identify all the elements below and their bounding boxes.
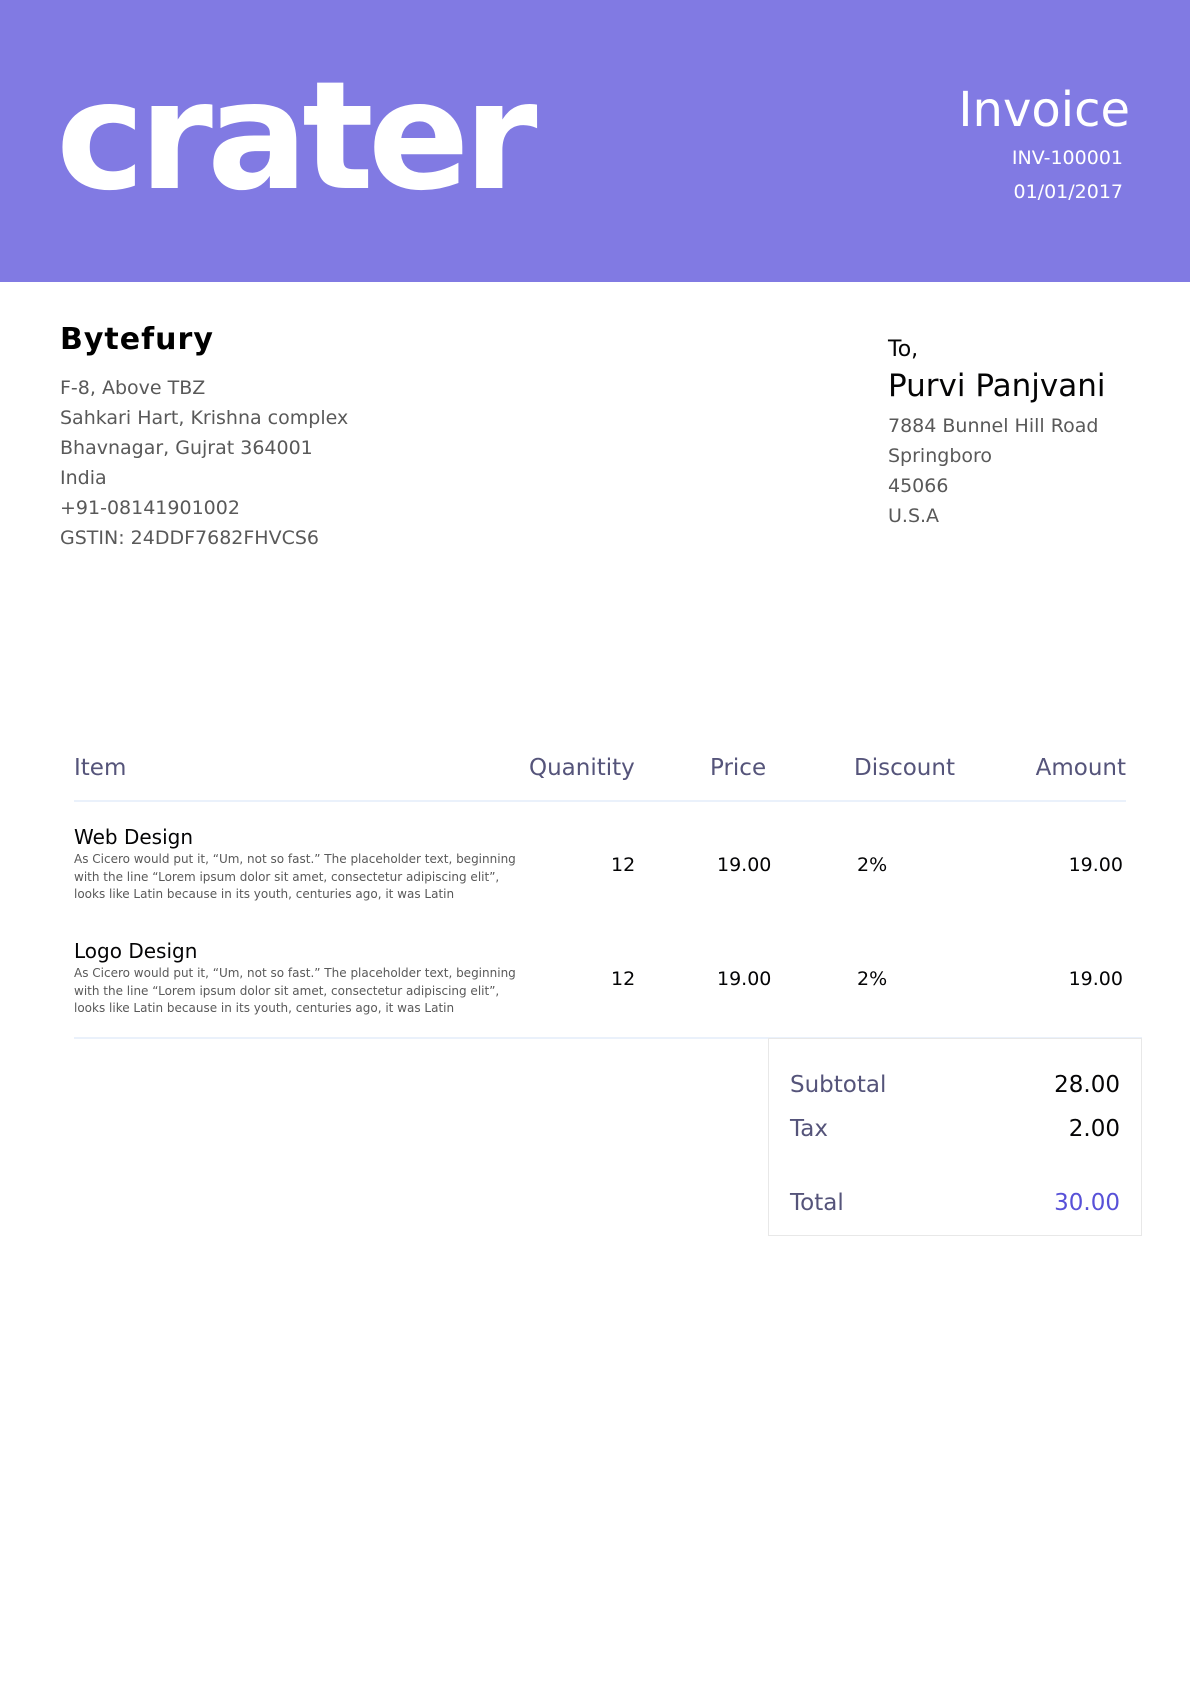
customer-address-line: U.S.A (888, 505, 940, 527)
item-name: Web Design (74, 825, 194, 849)
company-name: Bytefury (60, 322, 214, 357)
subtotal-label: Subtotal (790, 1072, 887, 1098)
invoice-title: Invoice (958, 82, 1130, 138)
totals-box (768, 1038, 1142, 1236)
tax-value: 2.00 (1068, 1116, 1120, 1142)
item-description: As Cicero would put it, “Um, not so fast… (74, 966, 516, 1015)
total-label: Total (790, 1190, 844, 1216)
invoice-header (0, 0, 1190, 282)
item-amount: 19.00 (1068, 968, 1123, 990)
invoice-date: 01/01/2017 (1013, 181, 1123, 203)
total-value: 30.00 (1054, 1190, 1120, 1216)
customer-name: Purvi Panjvani (888, 368, 1106, 404)
customer-address-line: 45066 (888, 475, 949, 497)
item-discount: 2% (857, 968, 888, 990)
column-header-amount: Amount (1035, 755, 1126, 781)
company-gstin: GSTIN: 24DDF7682FHVCS6 (60, 527, 319, 549)
item-quantity: 12 (611, 968, 636, 990)
item-name: Logo Design (74, 939, 198, 963)
subtotal-value: 28.00 (1054, 1072, 1120, 1098)
item-quantity: 12 (611, 854, 636, 876)
billing-to-label: To, (888, 337, 919, 362)
header-divider (74, 800, 1126, 802)
column-header-discount: Discount (854, 755, 955, 781)
company-address-line: Bhavnagar, Gujrat 364001 (60, 437, 313, 459)
column-header-price: Price (710, 755, 767, 781)
item-price: 19.00 (717, 854, 772, 876)
company-address-line: Sahkari Hart, Krishna complex (60, 407, 349, 429)
items-divider (74, 1037, 1142, 1039)
company-phone: +91-08141901002 (60, 497, 240, 519)
tax-label: Tax (790, 1116, 828, 1142)
company-address-line: F-8, Above TBZ (60, 377, 206, 399)
item-price: 19.00 (717, 968, 772, 990)
crater-logo: crater (56, 50, 538, 224)
item-description: As Cicero would put it, “Um, not so fast… (74, 852, 516, 901)
company-address-line: India (60, 467, 107, 489)
column-header-item: Item (74, 755, 127, 781)
customer-address-line: 7884 Bunnel Hill Road (888, 415, 1099, 437)
item-amount: 19.00 (1068, 854, 1123, 876)
column-header-quantity: Quanitity (529, 755, 635, 781)
invoice-number: INV-100001 (1011, 147, 1123, 169)
customer-address-line: Springboro (888, 445, 993, 467)
item-discount: 2% (857, 854, 888, 876)
